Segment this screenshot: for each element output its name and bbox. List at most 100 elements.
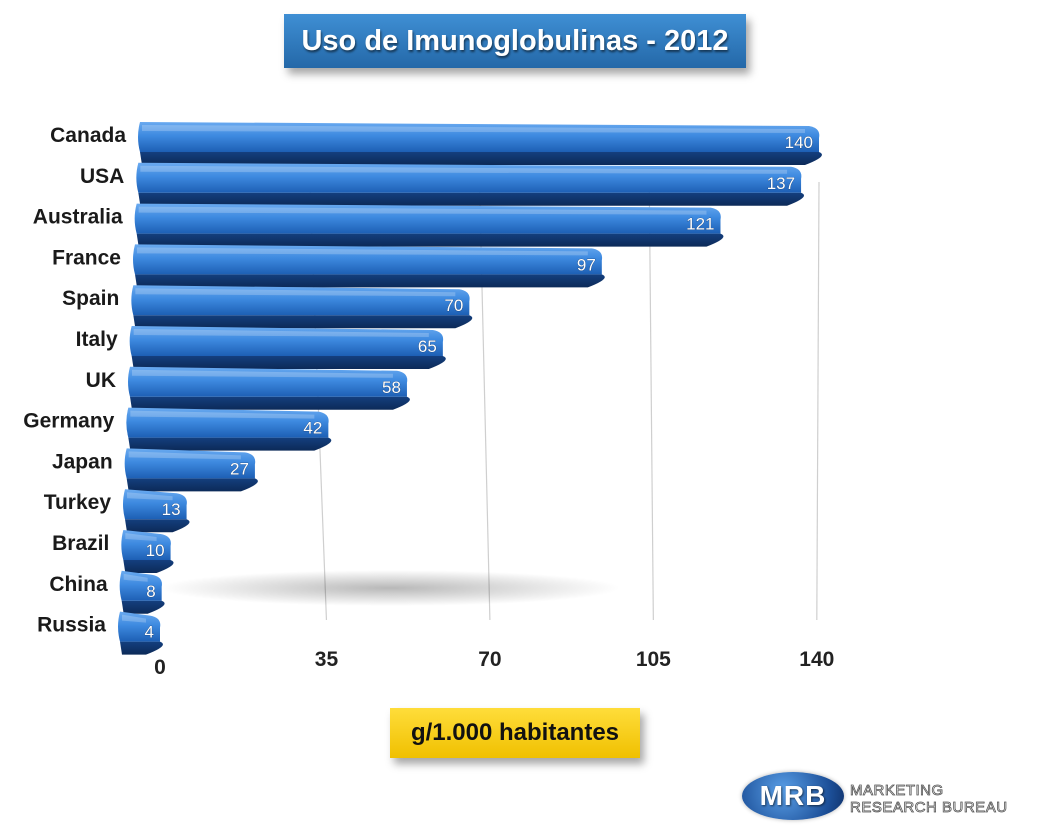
category-label: Russia bbox=[37, 614, 106, 637]
bar-value-label: 121 bbox=[686, 215, 714, 234]
bar-highlight bbox=[142, 125, 805, 133]
bar-turkey: 13 bbox=[123, 489, 190, 533]
bar-value-label: 58 bbox=[382, 378, 401, 397]
logo-text-line2: RESEARCH BUREAU bbox=[850, 799, 1008, 817]
bar-highlight bbox=[132, 369, 393, 378]
category-label: Brazil bbox=[52, 532, 109, 555]
logo-text-line1: MARKETING bbox=[850, 782, 944, 800]
bar-highlight bbox=[135, 288, 456, 297]
bar-depth bbox=[130, 396, 410, 410]
bar-face bbox=[128, 366, 408, 397]
bar-highlight bbox=[123, 573, 148, 582]
bar-face bbox=[118, 611, 161, 642]
bar-value-label: 137 bbox=[767, 174, 795, 193]
category-label: Italy bbox=[76, 328, 118, 351]
bar-face bbox=[119, 570, 162, 601]
bar-depth bbox=[128, 437, 332, 451]
unit-label-box: g/1.000 habitantes bbox=[390, 708, 640, 758]
bar-depth bbox=[131, 356, 446, 369]
bar-face bbox=[134, 203, 721, 234]
bar-face bbox=[121, 530, 171, 560]
bar-russia: 4 bbox=[118, 611, 163, 655]
bar-highlight bbox=[128, 451, 241, 460]
bar-china: 8 bbox=[119, 570, 165, 614]
bar-canada: 140 bbox=[138, 122, 822, 165]
bar-value-label: 8 bbox=[146, 582, 155, 601]
bar-highlight bbox=[137, 247, 588, 256]
bar-highlight bbox=[133, 329, 429, 337]
category-label: Germany bbox=[23, 410, 114, 433]
bar-depth bbox=[140, 152, 822, 165]
bar-japan: 27 bbox=[124, 448, 258, 492]
bar-value-label: 10 bbox=[146, 541, 165, 560]
bar-face bbox=[136, 162, 802, 193]
globe-icon bbox=[742, 772, 844, 820]
bars: 140 137 121 97 70 65 58 42 27 13 10 8 4 bbox=[118, 122, 822, 655]
category-label: Australia bbox=[33, 206, 123, 229]
bar-depth bbox=[138, 192, 805, 206]
logo-mark: MRB bbox=[759, 780, 827, 811]
x-tick-label: 105 bbox=[636, 648, 671, 671]
gridline bbox=[648, 181, 654, 621]
gridline bbox=[816, 181, 820, 621]
category-label: France bbox=[52, 246, 121, 269]
bar-depth bbox=[121, 600, 165, 614]
bar-depth bbox=[133, 315, 473, 329]
x-tick-labels: 35 70 105 140 0 bbox=[154, 648, 834, 679]
bar-highlight bbox=[122, 614, 146, 623]
bar-depth bbox=[123, 560, 174, 573]
category-labels: Canada USA Australia France Spain Italy UK Germ… bbox=[23, 124, 126, 637]
bar-value-label: 4 bbox=[145, 623, 154, 642]
bar-australia: 121 bbox=[134, 203, 724, 247]
bar-depth bbox=[136, 233, 724, 247]
bar-usa: 137 bbox=[136, 162, 805, 206]
bar-value-label: 70 bbox=[444, 296, 463, 315]
category-label: Canada bbox=[50, 124, 126, 147]
bar-face bbox=[129, 326, 444, 356]
mrb-logo: MRB MARKETING RESEARCH BUREAU bbox=[742, 770, 1032, 822]
bar-face bbox=[131, 285, 470, 316]
bar-value-label: 13 bbox=[162, 500, 181, 519]
bar-depth bbox=[126, 478, 258, 492]
chart-title: Uso de Imunoglobulinas - 2012 bbox=[301, 24, 729, 57]
bar-value-label: 27 bbox=[230, 459, 249, 478]
bar-value-label: 97 bbox=[577, 255, 596, 274]
floor-shadow bbox=[160, 570, 620, 606]
x-tick-label: 0 bbox=[154, 656, 166, 679]
bar-depth bbox=[135, 274, 605, 288]
bar-highlight bbox=[138, 206, 707, 215]
bar-depth bbox=[120, 641, 163, 655]
chart-title-box: Uso de Imunoglobulinas - 2012 bbox=[284, 14, 746, 68]
bar-face bbox=[126, 407, 329, 438]
bar-germany: 42 bbox=[126, 407, 332, 451]
category-label: UK bbox=[86, 369, 116, 392]
bar-highlight bbox=[130, 410, 315, 419]
bar-face bbox=[123, 489, 187, 520]
category-label: USA bbox=[80, 165, 124, 188]
category-label: Spain bbox=[62, 287, 119, 310]
bar-face bbox=[124, 448, 256, 479]
bar-highlight bbox=[127, 492, 173, 501]
x-tick-label: 140 bbox=[799, 648, 834, 671]
bar-value-label: 140 bbox=[785, 133, 813, 152]
bar-depth bbox=[125, 519, 190, 533]
bar-italy: 65 bbox=[129, 326, 446, 369]
x-tick-label: 35 bbox=[315, 648, 339, 671]
bar-highlight bbox=[125, 533, 157, 541]
bar-face bbox=[133, 244, 603, 275]
bar-floor-shadow bbox=[160, 570, 620, 606]
bar-brazil: 10 bbox=[121, 530, 174, 573]
bar-highlight bbox=[140, 165, 788, 174]
x-tick-label: 70 bbox=[478, 648, 501, 671]
bar-face bbox=[138, 122, 820, 152]
bar-value-label: 65 bbox=[418, 337, 437, 356]
bar-spain: 70 bbox=[131, 285, 473, 329]
category-label: Japan bbox=[52, 450, 113, 473]
bar-france: 97 bbox=[133, 244, 605, 288]
bar-value-label: 42 bbox=[303, 419, 322, 438]
bar-uk: 58 bbox=[128, 366, 410, 410]
category-label: Turkey bbox=[44, 491, 112, 514]
x-axis-label: g/1.000 habitantes bbox=[410, 719, 620, 746]
category-label: China bbox=[49, 573, 108, 596]
